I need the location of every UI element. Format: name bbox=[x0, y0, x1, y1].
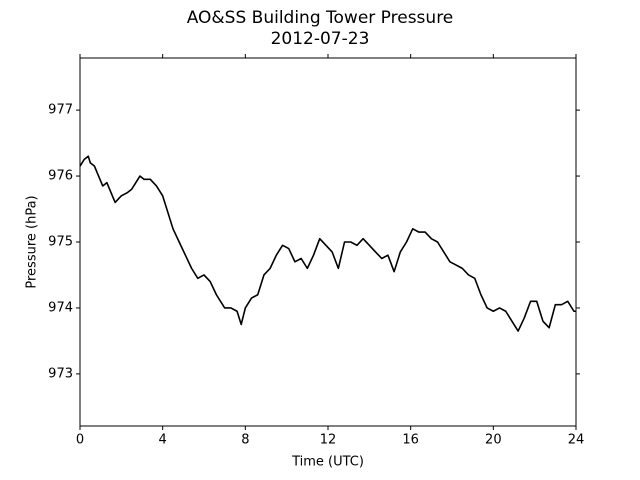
x-tick-label: 8 bbox=[241, 433, 249, 448]
y-axis-label: Pressure (hPa) bbox=[25, 195, 40, 288]
chart-title: AO&SS Building Tower Pressure bbox=[187, 8, 454, 28]
plot-frame bbox=[79, 57, 577, 427]
chart-subtitle: 2012-07-23 bbox=[271, 29, 370, 49]
y-tick-label: 974 bbox=[48, 300, 73, 315]
x-axis-label: Time (UTC) bbox=[291, 455, 364, 470]
x-tick-label: 24 bbox=[568, 433, 585, 448]
y-tick-label: 975 bbox=[48, 235, 73, 250]
x-tick-label: 4 bbox=[159, 433, 167, 448]
x-tick-label: 20 bbox=[485, 433, 502, 448]
x-tick-label: 0 bbox=[76, 433, 84, 448]
x-tick-label: 12 bbox=[320, 433, 337, 448]
x-tick-label: 16 bbox=[402, 433, 419, 448]
y-tick-label: 977 bbox=[48, 103, 73, 118]
y-tick-label: 973 bbox=[48, 366, 73, 381]
y-tick-label: 976 bbox=[48, 169, 73, 184]
line bbox=[79, 155, 576, 332]
